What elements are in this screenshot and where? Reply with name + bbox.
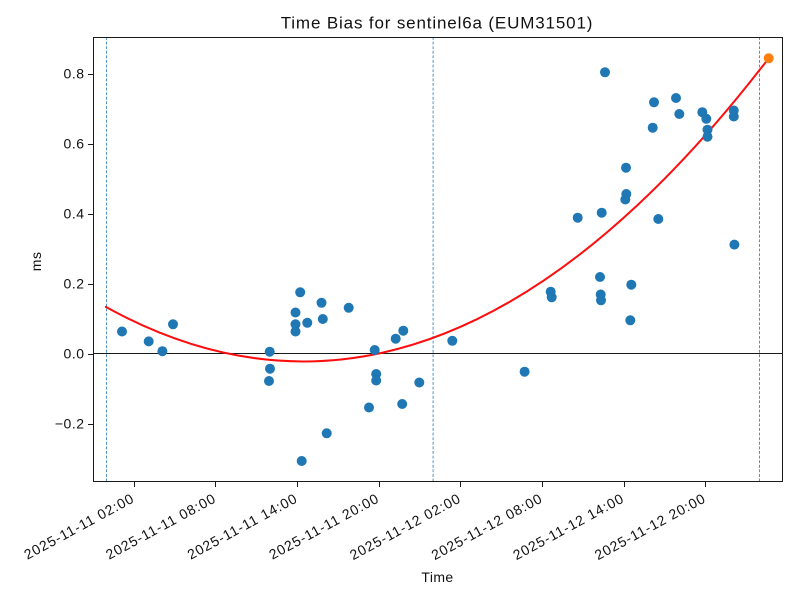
- svg-text:0.8: 0.8: [64, 66, 85, 82]
- svg-text:0.6: 0.6: [64, 136, 85, 152]
- svg-text:Time: Time: [421, 569, 453, 585]
- svg-text:0.4: 0.4: [64, 206, 85, 222]
- svg-text:Time Bias for sentinel6a (EUM3: Time Bias for sentinel6a (EUM31501): [281, 14, 594, 33]
- svg-text:0.0: 0.0: [64, 346, 85, 362]
- svg-text:ms: ms: [28, 251, 44, 271]
- svg-text:0.2: 0.2: [64, 276, 85, 292]
- svg-text:−0.2: −0.2: [55, 416, 85, 432]
